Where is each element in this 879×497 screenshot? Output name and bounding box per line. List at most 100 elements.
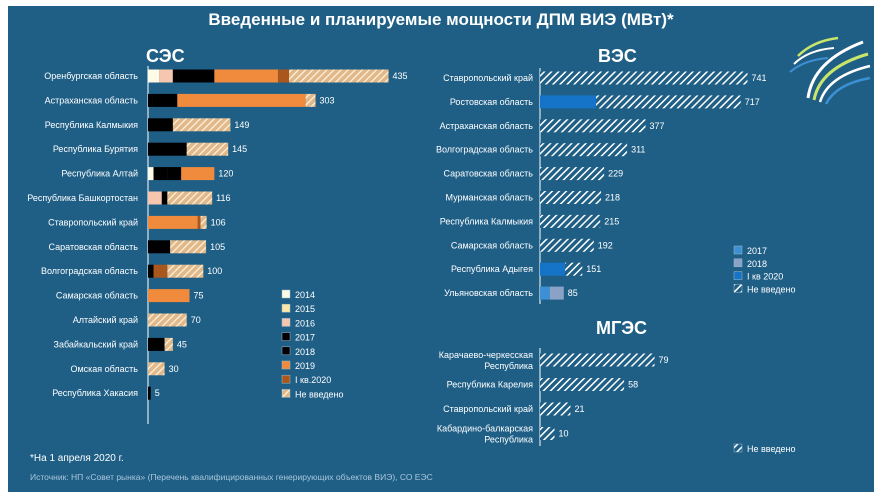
bar-segment [186, 142, 229, 156]
bar-segment [164, 337, 173, 351]
data-label: 303 [320, 95, 335, 105]
data-label: 311 [631, 145, 645, 155]
legend-label: 2018 [747, 259, 767, 269]
data-label: 105 [210, 242, 225, 252]
bar-segment [540, 143, 628, 157]
bar-segment [148, 362, 165, 376]
data-label: 192 [598, 240, 613, 250]
bar-segment [197, 215, 201, 229]
category-label: Республика Алтай [61, 169, 138, 179]
data-label: 435 [393, 71, 408, 81]
bar-segment [167, 264, 204, 278]
bar-segment [152, 93, 178, 107]
bar-segment [161, 191, 168, 205]
solar-section-title: СЭС [146, 46, 185, 66]
legend-label: 2015 [295, 304, 315, 314]
legend-label: Не введено [747, 444, 796, 454]
hydro-section-title: МГЭС [596, 318, 648, 338]
data-label: 79 [659, 355, 669, 365]
category-label: Республика Башкортостан [27, 193, 138, 203]
bar-segment [277, 69, 290, 83]
data-label: 215 [604, 216, 619, 226]
data-label: 229 [608, 169, 623, 179]
legend-swatch [281, 346, 291, 356]
category-label: Алтайский край [73, 315, 138, 325]
data-label: 85 [568, 288, 578, 298]
bar-segment [214, 69, 278, 83]
data-label: 151 [586, 264, 601, 274]
legend-label: 2017 [295, 333, 315, 343]
bar-segment [148, 215, 198, 229]
category-label: Волгоградская область [436, 145, 533, 155]
data-label: 377 [650, 121, 665, 131]
bar-segment [159, 69, 173, 83]
legend-swatch [281, 303, 291, 313]
data-label: 10 [559, 429, 569, 439]
data-label: 58 [628, 380, 638, 390]
chart-title: Введенные и планируемые мощности ДПМ ВИЭ… [208, 10, 674, 29]
legend-swatch [733, 284, 743, 293]
category-label: Ростовская область [450, 97, 533, 107]
category-label: Волгоградская область [41, 266, 138, 276]
bar-segment [540, 191, 602, 204]
bar-segment [549, 286, 564, 300]
bar-segment [167, 191, 213, 205]
data-label: 145 [232, 144, 247, 154]
category-label: Республика Бурятия [53, 144, 138, 154]
legend-swatch [733, 271, 743, 280]
category-label: Омская область [70, 364, 138, 374]
bar-segment [540, 238, 594, 252]
bar-segment [540, 95, 596, 109]
legend-label: 2014 [295, 290, 315, 300]
bar-segment [172, 118, 231, 132]
bar-segment [540, 119, 646, 133]
chart-frame: Введенные и планируемые мощности ДПМ ВИЭ… [8, 6, 874, 492]
data-label: 149 [234, 120, 249, 130]
category-label: Астраханская область [440, 121, 534, 131]
data-label: 21 [574, 404, 584, 414]
bar-segment [148, 313, 187, 327]
category-label: Астраханская область [45, 95, 139, 105]
legend-swatch [281, 289, 291, 299]
category-label: Кабардино-балкарская Республика [437, 424, 533, 445]
bar-segment [148, 167, 154, 181]
category-label: Ставропольский край [48, 217, 138, 227]
category-label: Оренбургская область [44, 71, 138, 81]
wind-section-title: ВЭС [598, 46, 637, 66]
legend-label: I кв.2020 [295, 375, 331, 385]
bar-segment [148, 240, 171, 254]
legend-swatch [281, 360, 291, 370]
legend-swatch [281, 389, 291, 398]
brand-logo [789, 36, 871, 105]
legend-label: 2019 [295, 361, 315, 371]
bar-segment [148, 142, 187, 156]
bar-segment [200, 215, 207, 229]
bar-segment [148, 337, 165, 351]
legend-label: Не введено [747, 284, 796, 294]
category-label: Республика Калмыкия [440, 216, 533, 226]
bar-segment [148, 191, 162, 205]
charts-svg: Оренбургская область 435 Астраханская обла… [27, 36, 871, 454]
bar-segment [540, 402, 571, 416]
category-label: Ставропольский край [443, 73, 533, 83]
bar-segment [178, 69, 215, 83]
category-label: Мурманская область [445, 193, 533, 203]
bar-segment [540, 286, 550, 300]
legend-label: 2018 [295, 347, 315, 357]
data-label: 100 [207, 266, 222, 276]
source-note: Источник: НП «Совет рынка» (Перечень ква… [30, 472, 433, 482]
bar-segment [170, 240, 207, 254]
bar-segment [540, 353, 655, 367]
category-label: Саратовская область [444, 169, 534, 179]
data-label: 218 [605, 193, 620, 203]
category-label: Самарская область [451, 240, 533, 250]
data-label: 5 [155, 388, 160, 398]
bar-segment [540, 378, 625, 391]
bar-segment [305, 93, 316, 107]
category-label: Ульяновская область [444, 288, 533, 298]
bar-segment [289, 69, 389, 83]
legend-swatch [281, 318, 291, 327]
bar-segment [148, 69, 160, 83]
category-label: Республика Адыгея [451, 264, 533, 274]
footnote: *На 1 апреля 2020 г. [30, 453, 124, 464]
